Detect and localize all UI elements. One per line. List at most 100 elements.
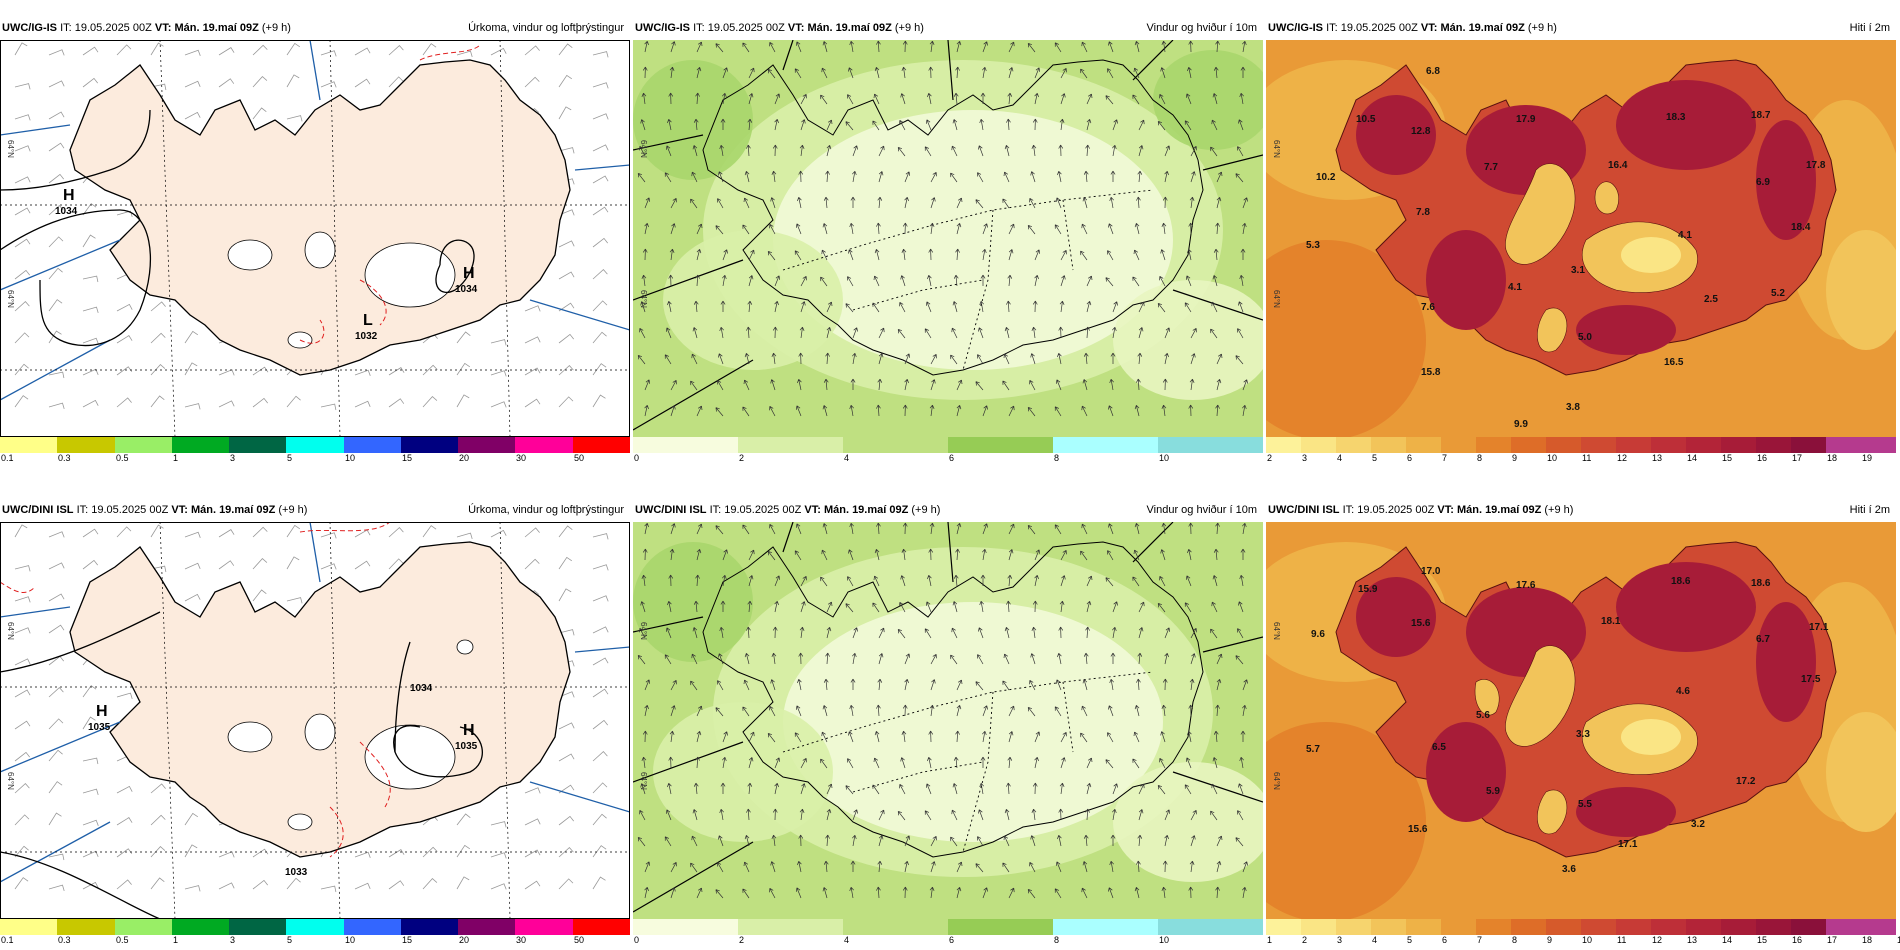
temp-labels-top: 6.8 10.5 12.8 17.9 18.3 18.7 10.2 7.7 16.4 6.9 17.… [1306,66,1826,430]
precip-colorbar [0,919,630,935]
wind-arrow [1190,146,1197,157]
wind-arrow [637,836,646,847]
temp-cell-1 [1301,437,1336,453]
wind-arrow [826,301,833,313]
precip-cell-10 [572,919,630,935]
wind-barb [184,844,198,858]
wind-arrow [904,353,911,365]
wind-barb [184,885,201,892]
wind-arrow [978,809,984,821]
wind-arrow [1002,862,1010,873]
it-value: 19.05.2025 00Z [1357,504,1435,516]
wind-arrow [1007,574,1013,587]
wind-arrow [1008,41,1015,53]
wind-barb [388,527,404,538]
wind-arrow [798,652,804,665]
temp-cell-3 [1371,437,1406,453]
panel-title: Hiti í 2m [1849,22,1890,34]
wind-arrow [1031,144,1037,157]
wind-arrow [748,549,755,561]
wind-arrow [924,328,932,339]
wind-arrow [1240,730,1246,742]
wind-barb [558,396,574,408]
wind-arrow [746,144,751,157]
wind-arrow [1082,679,1088,691]
panel-header: UWC/DINI ISL IT: 19.05.2025 00Z VT: Mán.… [633,498,1263,522]
wind-barb [558,629,575,636]
wind-barb [48,718,64,730]
precip-map[interactable]: H 1034 H 1034 L 1032 64°N 64°N [0,40,630,437]
wind-barb [184,531,201,538]
wind-arrow [825,352,830,365]
wind-barb [116,785,133,794]
wind-arrow [952,301,958,313]
wind-arrow [644,679,651,691]
wind-map[interactable]: 64°N 64°N [633,40,1263,437]
wind-arrow [820,276,828,287]
wind-arrow [1057,352,1062,365]
wind-arrow [770,679,776,691]
wind-arrow [718,835,724,847]
precip-tick: 3 [230,453,236,463]
wind-arrow [640,783,646,795]
wind-arrow [1136,196,1141,209]
wind-barb [48,624,65,634]
wind-barb [48,173,65,184]
wind-arrow [748,575,754,587]
wind-arrow [1007,92,1013,105]
wind-arrow [1210,328,1218,339]
wind-arrow [878,809,885,821]
wind-barb [388,76,404,88]
wind-arrow [1189,378,1195,391]
wind-barb [150,524,164,538]
wind-arrow [1137,352,1143,365]
wind-arrow [876,522,881,535]
wind-barb [524,398,541,408]
wind-arrow [719,326,724,339]
wind-arrow [878,835,884,847]
wind-barb [82,757,99,765]
wind-barb [592,751,608,762]
wind-arrow [900,575,906,587]
temp-cell-13 [1721,437,1756,453]
wind-arrow [715,525,724,535]
temp-cell-7 [1511,919,1546,935]
wind-map[interactable]: 64°N 64°N [633,522,1263,919]
wind-arrow [897,146,906,157]
wind-arrow [1184,120,1192,131]
wind-arrow [719,808,724,821]
wind-arrow [822,223,828,235]
wind-arrow [691,653,698,665]
wind-arrow [794,68,802,79]
wind-arrow [825,652,830,665]
wind-arrow [1034,274,1039,287]
wind-arrow [1060,550,1067,561]
precip-map[interactable]: H 1035 H 1035 1033 1034 64°N 64°N [0,522,630,919]
wind-barb [184,362,198,376]
wind-arrow [1107,550,1114,561]
wind-barb [592,394,606,408]
wind-barb [184,812,199,826]
wind-arrow [1080,732,1088,743]
precip-tick: 10 [345,935,356,945]
wind-arrow [664,172,672,183]
temp-map[interactable]: 6.8 10.5 12.8 17.9 18.3 18.7 10.2 7.7 16.4 6.9 17.… [1266,40,1896,437]
temp-tick: 5 [1407,935,1413,945]
temp-value: 17.2 [1736,776,1756,787]
wind-arrow [1085,808,1090,821]
wind-arrow [644,404,649,417]
wind-arrow [641,92,647,105]
wind-barb [320,563,337,570]
wind-arrow [1185,575,1192,587]
temp-map[interactable]: 17.0 15.9 17.6 18.6 18.6 9.6 15.6 18.1 6.7 17.1 4.… [1266,522,1896,919]
wind-arrow [826,145,832,157]
wind-arrow [873,275,880,287]
it-label: IT: [709,504,722,516]
wind-arrow [800,576,807,587]
latitude-label: 64°N [1272,290,1281,308]
precip-tick: 30 [516,935,527,945]
wind-barb [592,845,607,858]
wind-arrow [1213,248,1219,261]
temp-tick: 11 [1617,935,1627,945]
wind-arrow [1081,41,1088,53]
